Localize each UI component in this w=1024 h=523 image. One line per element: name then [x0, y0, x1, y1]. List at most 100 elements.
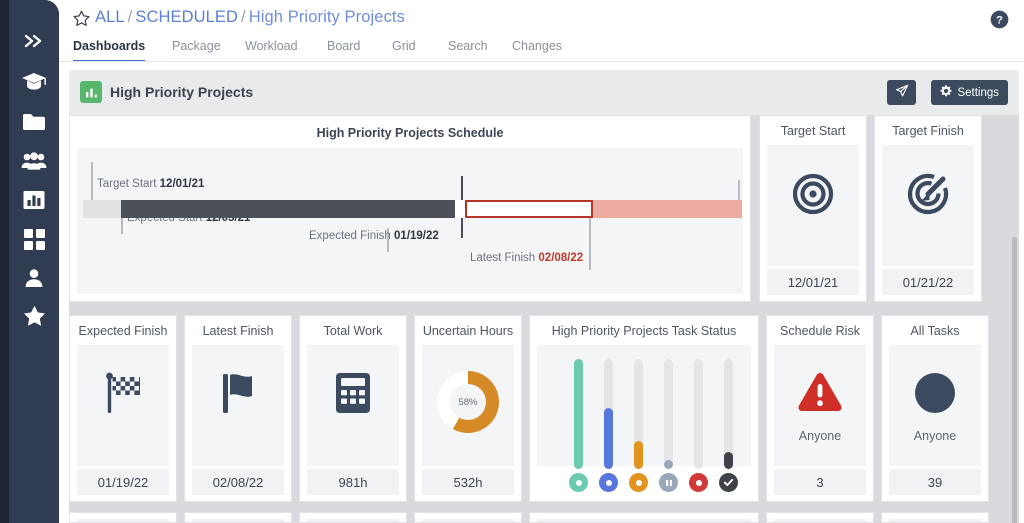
- card-total-work-value: 981h: [307, 469, 399, 495]
- card-total-work: Total Work 981h: [299, 315, 407, 502]
- gantt-bar-early-slack: [83, 200, 121, 218]
- partial-card-remaining-body: Remaining: [422, 519, 514, 522]
- breadcrumb-separator-2: /: [241, 8, 246, 26]
- sidebar-item-favorites[interactable]: [9, 297, 59, 335]
- tab-dashboards[interactable]: Dashboards: [73, 36, 146, 62]
- card-all-tasks-subtext: Anyone: [913, 429, 957, 443]
- status-bar-3[interactable]: [634, 441, 643, 469]
- tab-bar-divider: [59, 61, 1024, 62]
- gantt-label-expected-finish-text: Expected Finish: [309, 230, 391, 242]
- bar-chart-green-icon: [80, 81, 102, 103]
- sidebar-item-reports[interactable]: [9, 181, 59, 219]
- status-legend-icon-3[interactable]: [629, 473, 648, 492]
- gantt-bar-target-span: [121, 200, 455, 218]
- status-legend-icon-5[interactable]: [689, 473, 708, 492]
- sidebar-item-profile[interactable]: [9, 259, 59, 297]
- card-uncertain-hours-body: 58%: [422, 345, 514, 466]
- card-schedule-risk-title: Schedule Risk: [780, 324, 860, 338]
- card-uncertain-hours: Uncertain Hours 58% 532h: [414, 315, 522, 502]
- card-latest-finish: Latest Finish 02/08/22: [184, 315, 292, 502]
- status-legend-icon-2[interactable]: [599, 473, 618, 492]
- gantt-bar-variance: [465, 200, 593, 218]
- partial-card-2-body: [192, 519, 284, 522]
- status-bar-6[interactable]: [724, 452, 733, 469]
- sidebar-item-learning[interactable]: [9, 62, 59, 100]
- card-schedule-risk-subtext: Anyone: [798, 429, 842, 443]
- gantt-tick-expected-finish: [387, 228, 389, 252]
- person-icon: [24, 268, 44, 288]
- card-expected-finish-body: [77, 345, 169, 466]
- page-title: High Priority Projects: [110, 84, 254, 100]
- sidebar-rail: [0, 0, 9, 523]
- card-all-tasks-title: All Tasks: [910, 324, 960, 338]
- partial-card-3-body: [307, 519, 399, 522]
- card-schedule-risk-body: Anyone: [774, 345, 866, 466]
- settings-button[interactable]: Settings: [931, 80, 1008, 105]
- sidebar-item-projects[interactable]: [9, 103, 59, 141]
- task-status-plot: [537, 345, 751, 492]
- settings-button-label: Settings: [957, 86, 999, 99]
- tab-grid[interactable]: Grid: [392, 39, 416, 53]
- warning-triangle-icon: [774, 371, 866, 413]
- partial-card-4-body: [537, 519, 751, 522]
- breadcrumb-item-all[interactable]: ALL: [95, 8, 125, 26]
- partial-card-remaining: Remaining: [414, 512, 522, 523]
- bullseye-target-icon: [767, 171, 859, 217]
- sidebar-item-collapse-expand[interactable]: [9, 22, 59, 60]
- donut-center-label: 58%: [450, 384, 486, 420]
- card-task-status-title: High Priority Projects Task Status: [551, 324, 737, 338]
- status-bar-4[interactable]: [664, 460, 673, 469]
- card-target-finish: Target Finish 01/21/22: [874, 115, 982, 302]
- status-bar-2[interactable]: [604, 408, 613, 469]
- tab-board[interactable]: Board: [327, 39, 361, 53]
- help-circle-icon[interactable]: ?: [990, 10, 1009, 29]
- vertical-scrollbar[interactable]: [1012, 237, 1017, 523]
- breadcrumb: ALL / SCHEDULED / High Priority Projects: [95, 8, 405, 27]
- gantt-label-latest-finish-text: Latest Finish: [470, 252, 536, 264]
- card-target-start-body: [767, 145, 859, 266]
- breadcrumb-item-current[interactable]: High Priority Projects: [248, 8, 405, 26]
- breadcrumb-item-scheduled[interactable]: SCHEDULED: [135, 8, 239, 26]
- checkered-flag-icon: [77, 371, 169, 415]
- tab-workload[interactable]: Workload: [245, 39, 298, 53]
- gantt-label-expected-finish: Expected Finish 01/19/22: [309, 230, 439, 242]
- tab-package[interactable]: Package: [172, 39, 221, 53]
- card-all-tasks-value: 39: [889, 469, 981, 495]
- sidebar-item-dashboards[interactable]: [9, 220, 59, 258]
- status-legend-icon-1[interactable]: [569, 473, 588, 492]
- tab-search[interactable]: Search: [448, 39, 488, 53]
- tab-changes[interactable]: Changes: [512, 39, 563, 53]
- star-icon: [23, 305, 46, 327]
- card-target-start-value: 12/01/21: [767, 269, 859, 295]
- gantt-label-target-start-text: Target Start: [97, 178, 157, 190]
- folder-icon: [22, 112, 46, 132]
- donut-chart: 58%: [437, 371, 499, 433]
- card-all-tasks-body: Anyone: [889, 345, 981, 466]
- card-task-status: High Priority Projects Task Status: [529, 315, 759, 502]
- partial-card-5-body: [774, 519, 866, 522]
- partial-card-5: [766, 512, 874, 523]
- status-legend-icon-check[interactable]: [719, 473, 738, 492]
- card-schedule-risk: Schedule Risk Anyone 3: [766, 315, 874, 502]
- sidebar-item-teams[interactable]: [9, 142, 59, 180]
- gantt-plot: Target Start 12/01/21 Target Finish 01/2…: [77, 148, 743, 294]
- card-target-start-title: Target Start: [780, 124, 846, 138]
- card-target-finish-body: [882, 145, 974, 266]
- gantt-label-latest-finish: Latest Finish 02/08/22: [470, 252, 583, 264]
- bar-chart-icon: [23, 190, 45, 210]
- gantt-tick-target-start: [91, 162, 93, 208]
- calculator-icon: [307, 371, 399, 415]
- gantt-tick-rollup-finish: [738, 180, 740, 208]
- partial-card-3: [299, 512, 407, 523]
- main-content: ALL / SCHEDULED / High Priority Projects ? D…: [59, 0, 1024, 523]
- partial-card-1-body: [77, 519, 169, 522]
- sidebar: [0, 0, 59, 523]
- send-button[interactable]: [887, 80, 916, 105]
- gantt-title: High Priority Projects Schedule: [316, 126, 504, 140]
- status-legend-icon-pause[interactable]: [659, 473, 678, 492]
- star-outline-icon[interactable]: [73, 10, 90, 27]
- partial-card-6-body: [889, 519, 981, 522]
- status-bar-1[interactable]: [574, 359, 583, 469]
- gantt-label-target-start-date: 12/01/21: [159, 178, 205, 190]
